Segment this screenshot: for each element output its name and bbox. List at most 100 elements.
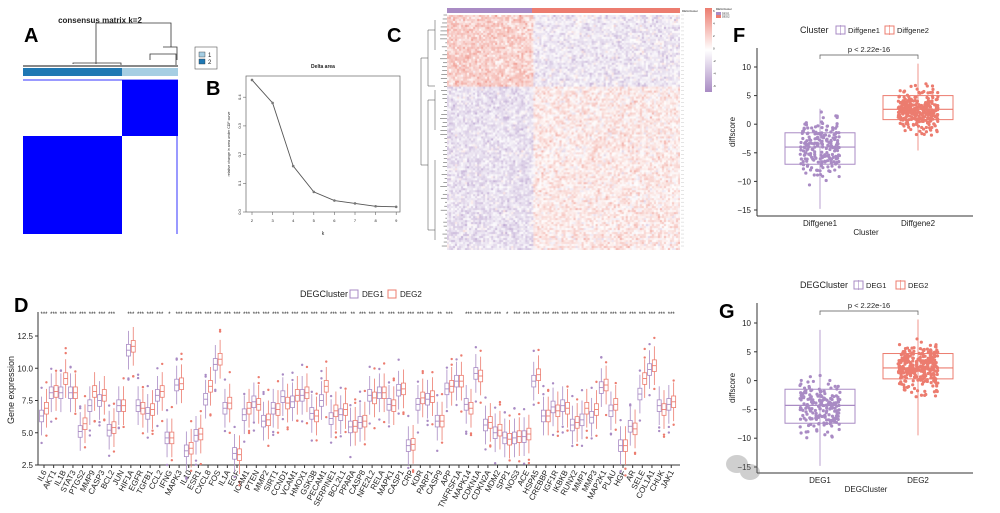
data-point bbox=[920, 91, 924, 95]
outlier-point bbox=[305, 365, 309, 369]
data-point bbox=[821, 116, 825, 120]
data-point bbox=[932, 350, 937, 354]
data-point bbox=[799, 145, 803, 149]
outlier-point bbox=[378, 367, 381, 371]
delta-area-line bbox=[251, 79, 397, 208]
outlier-point bbox=[194, 463, 198, 466]
data-point bbox=[924, 374, 928, 378]
data-point bbox=[929, 380, 933, 385]
data-point bbox=[799, 157, 803, 161]
data-point bbox=[909, 369, 913, 373]
data-point bbox=[819, 133, 823, 137]
data-point bbox=[918, 358, 922, 363]
data-point bbox=[813, 145, 817, 149]
significance-label: ** bbox=[379, 312, 384, 318]
data-point bbox=[921, 353, 925, 358]
matrix-block-1 bbox=[122, 80, 178, 136]
data-point bbox=[807, 145, 811, 149]
data-point bbox=[831, 136, 835, 140]
data-point bbox=[828, 407, 832, 411]
legend-item: Diffgene1 bbox=[848, 26, 880, 35]
matrix-edge bbox=[23, 79, 178, 81]
data-point bbox=[819, 110, 823, 114]
data-point bbox=[829, 130, 833, 134]
data-point bbox=[904, 118, 908, 122]
outlier-point bbox=[407, 466, 410, 470]
data-point bbox=[910, 346, 914, 350]
data-point bbox=[905, 105, 909, 109]
data-point bbox=[810, 388, 814, 392]
data-point bbox=[812, 173, 816, 177]
data-point bbox=[936, 117, 940, 121]
consensus-dendrogram bbox=[23, 22, 178, 67]
data-point bbox=[919, 378, 924, 382]
outlier-point bbox=[141, 432, 145, 435]
data-point bbox=[928, 343, 933, 347]
data-point bbox=[822, 423, 826, 427]
outlier-point bbox=[141, 385, 145, 389]
outlier-point bbox=[585, 429, 588, 432]
data-point bbox=[815, 173, 820, 177]
y-tick-label: −10 bbox=[737, 434, 751, 443]
data-point bbox=[936, 368, 940, 373]
outlier-point bbox=[667, 431, 671, 434]
outlier-point bbox=[590, 437, 593, 440]
panel-b-title: Delta area bbox=[311, 64, 335, 70]
data-point bbox=[914, 132, 919, 137]
outlier-point bbox=[40, 386, 43, 389]
outlier-point bbox=[460, 410, 463, 413]
outlier-point bbox=[455, 403, 458, 407]
data-point bbox=[837, 411, 841, 415]
outlier-point bbox=[368, 365, 371, 369]
outlier-point bbox=[334, 431, 338, 434]
legend-deg2-key bbox=[387, 289, 397, 299]
data-point bbox=[374, 204, 377, 208]
data-point bbox=[833, 402, 837, 406]
outlier-point bbox=[93, 420, 96, 423]
outlier-point bbox=[624, 467, 627, 470]
data-point bbox=[927, 126, 932, 130]
outlier-point bbox=[604, 413, 608, 417]
significance-label: *** bbox=[398, 312, 406, 318]
data-point bbox=[936, 350, 940, 354]
data-point bbox=[929, 349, 933, 353]
significance-label: *** bbox=[369, 312, 377, 318]
data-point bbox=[928, 104, 932, 109]
outlier-point bbox=[662, 433, 666, 436]
outlier-point bbox=[218, 330, 222, 333]
data-point bbox=[804, 430, 808, 434]
significance-label: *** bbox=[69, 312, 77, 318]
outlier-point bbox=[233, 475, 236, 479]
data-point bbox=[911, 103, 915, 107]
outlier-point bbox=[397, 412, 400, 415]
outlier-point bbox=[165, 409, 169, 412]
data-point bbox=[808, 375, 812, 379]
data-point bbox=[910, 390, 914, 394]
p-value-label: p < 2.22e-16 bbox=[848, 45, 890, 54]
outlier-point bbox=[440, 392, 444, 396]
outlier-point bbox=[440, 441, 444, 444]
data-point bbox=[806, 131, 810, 135]
data-point bbox=[817, 387, 821, 391]
data-point bbox=[925, 95, 929, 100]
outlier-point bbox=[310, 390, 313, 394]
data-point bbox=[931, 365, 935, 369]
significance-label: *** bbox=[552, 312, 560, 318]
outlier-point bbox=[151, 432, 154, 436]
outlier-point bbox=[286, 428, 289, 431]
outlier-point bbox=[64, 351, 67, 355]
outlier-point bbox=[551, 433, 555, 437]
data-point bbox=[804, 171, 808, 175]
legend-item: Diffgene2 bbox=[897, 26, 929, 35]
data-point bbox=[904, 369, 908, 373]
outlier-point bbox=[595, 434, 598, 438]
data-point bbox=[800, 395, 805, 399]
y-tick-label: 0.0 bbox=[237, 208, 242, 214]
data-point bbox=[934, 343, 938, 347]
outlier-point bbox=[291, 378, 294, 382]
data-point bbox=[825, 406, 829, 410]
outlier-point bbox=[69, 365, 72, 369]
data-point bbox=[837, 145, 841, 150]
data-point bbox=[798, 406, 803, 410]
significance-label: *** bbox=[484, 312, 492, 318]
